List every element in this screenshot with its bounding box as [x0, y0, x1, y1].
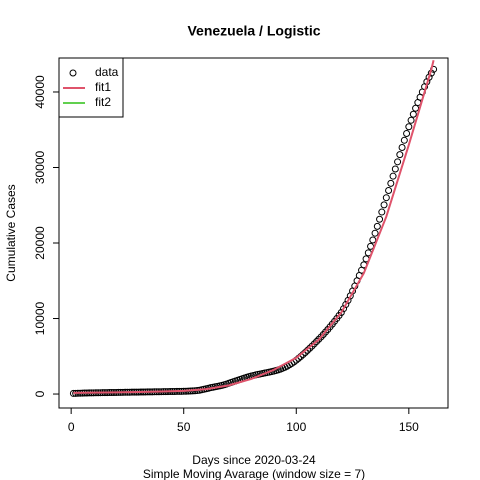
data-point — [317, 333, 325, 341]
data-point — [412, 104, 420, 112]
x-tick-label: 100 — [286, 420, 306, 434]
data-point — [385, 187, 393, 195]
subtitle: Simple Moving Avarage (window size = 7) — [143, 467, 365, 480]
y-axis-label: Cumulative Cases — [4, 184, 18, 281]
data-point — [398, 143, 406, 151]
x-tick-label: 50 — [177, 420, 191, 434]
data-point — [310, 340, 318, 348]
data-point — [308, 342, 316, 350]
data-point — [382, 194, 390, 202]
plot-frame — [58, 57, 449, 409]
y-tick-label: 0 — [33, 390, 47, 397]
legend-label: data — [95, 65, 119, 79]
data-point — [403, 130, 411, 138]
x-axis-label: Days since 2020-03-24 — [192, 453, 316, 467]
data-point — [407, 116, 415, 124]
data-point — [409, 110, 417, 118]
legend-label: fit1 — [95, 80, 111, 94]
data-point — [315, 335, 323, 343]
data-point — [389, 172, 397, 180]
fit-line — [73, 60, 435, 394]
data-point — [342, 301, 350, 309]
x-tick-label: 150 — [399, 420, 419, 434]
legend-symbol — [69, 69, 77, 77]
data-point — [337, 308, 345, 316]
data-point — [387, 179, 395, 187]
y-tick-label: 20000 — [33, 226, 47, 260]
data-point — [400, 136, 408, 144]
chart-title: Venezuela / Logistic — [187, 23, 320, 39]
data-point — [396, 151, 404, 159]
data-point — [371, 229, 379, 237]
data-point — [380, 201, 388, 209]
legend-label: fit2 — [95, 95, 111, 109]
data-point — [340, 305, 348, 313]
data-point — [394, 158, 402, 166]
data-point — [405, 123, 413, 131]
y-tick-label: 30000 — [33, 150, 47, 184]
x-tick-label: 0 — [68, 420, 75, 434]
data-point — [391, 165, 399, 173]
y-tick-label: 40000 — [33, 75, 47, 109]
data-point — [313, 338, 321, 346]
data-point — [378, 208, 386, 216]
data-point — [376, 215, 384, 223]
data-point — [369, 236, 377, 244]
data-point — [373, 222, 381, 230]
y-tick-label: 10000 — [33, 302, 47, 336]
